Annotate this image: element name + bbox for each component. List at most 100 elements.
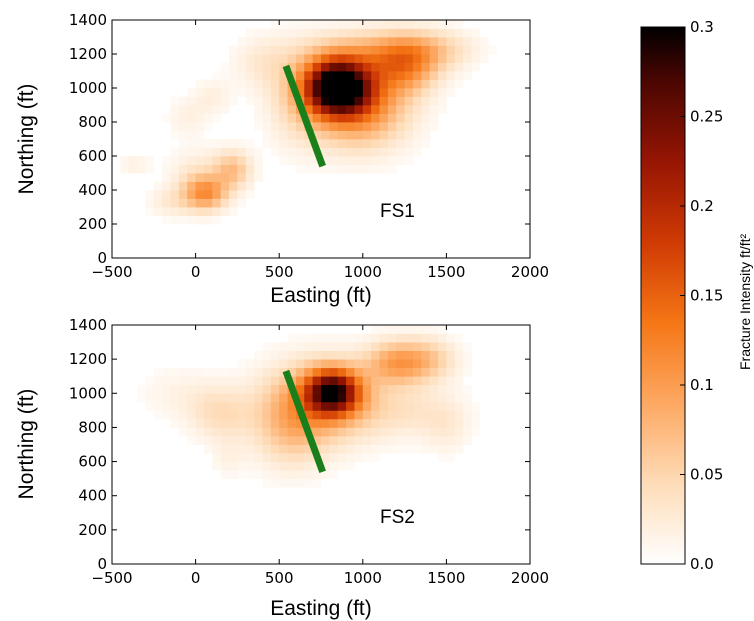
heatmap-cell — [304, 96, 314, 106]
panel-fs1: −500 0 500 1000 1500 200002004006008001000120… — [15, 11, 549, 307]
heatmap-cell — [354, 20, 364, 29]
heatmap-cell — [220, 435, 230, 445]
y-axis-label-fs1: Northing (ft) — [15, 84, 38, 195]
heatmap-cell — [321, 54, 330, 63]
heatmap-cell — [170, 156, 180, 165]
heatmap-cell — [337, 453, 347, 462]
heatmap-cell — [337, 164, 347, 174]
heatmap-cell — [371, 164, 380, 174]
heatmap-cell — [438, 45, 447, 55]
heatmap-cell — [412, 367, 422, 377]
heatmap-cell — [195, 401, 205, 411]
heatmap-cell — [337, 130, 347, 140]
heatmap-cell — [346, 453, 355, 462]
heatmap-cell — [454, 342, 464, 352]
heatmap-cell — [220, 453, 230, 462]
heatmap-cell — [412, 62, 422, 72]
heatmap-cell — [421, 96, 431, 106]
heatmap-cell — [396, 367, 405, 377]
heatmap-cell — [203, 164, 213, 174]
heatmap-cell — [312, 393, 322, 403]
heatmap-cell — [270, 401, 280, 411]
heatmap-cell — [304, 478, 314, 488]
heatmap-cell — [454, 367, 464, 377]
heatmap-cell — [446, 384, 456, 394]
heatmap-cell — [279, 350, 288, 360]
heatmap-cell — [371, 130, 380, 140]
heatmap-cell — [421, 79, 431, 89]
heatmap-cell — [463, 418, 472, 428]
heatmap-cell — [187, 367, 196, 377]
heatmap-cell — [178, 113, 188, 123]
heatmap-cell — [254, 71, 263, 80]
heatmap-cell — [203, 113, 213, 123]
heatmap-cell — [346, 156, 355, 165]
heatmap-cell — [412, 105, 422, 114]
heatmap-cell — [396, 20, 405, 29]
heatmap-cell — [178, 139, 188, 148]
heatmap-cell — [379, 28, 389, 38]
x-tick-label: 1000 — [344, 569, 382, 587]
heatmap-cell — [329, 427, 339, 437]
heatmap-cell — [404, 147, 414, 157]
heatmap-cell — [245, 359, 255, 369]
heatmap-cell — [220, 79, 230, 89]
heatmap-cell — [237, 359, 247, 369]
heatmap-cell — [454, 28, 464, 38]
heatmap-cell — [287, 410, 297, 420]
heatmap-cells-fs1 — [120, 20, 497, 225]
heatmap-cell — [229, 470, 238, 480]
heatmap-cell — [412, 325, 422, 334]
heatmap-cell — [229, 156, 238, 165]
colorbar-tick-label: 0.05 — [690, 466, 723, 484]
y-tick-label: 600 — [78, 147, 107, 165]
heatmap-cell — [346, 139, 355, 148]
heatmap-cell — [229, 164, 238, 174]
heatmap-cell — [362, 105, 372, 114]
heatmap-cell — [412, 342, 422, 352]
y-tick-label: 1000 — [69, 384, 107, 402]
heatmap-cell — [371, 105, 380, 114]
heatmap-cell — [312, 105, 322, 114]
heatmap-cell — [304, 470, 314, 480]
heatmap-cell — [362, 384, 372, 394]
heatmap-cell — [195, 410, 205, 420]
heatmap-cell — [203, 418, 213, 428]
heatmap-cell — [295, 139, 305, 148]
heatmap-cell — [270, 113, 280, 123]
heatmap-cell — [362, 359, 372, 369]
heatmap-cell — [229, 453, 238, 462]
heatmap-cell — [170, 173, 180, 182]
heatmap-cell — [387, 359, 397, 369]
heatmap-cell — [404, 393, 414, 403]
heatmap-cell — [387, 96, 397, 106]
heatmap-cell — [346, 28, 355, 38]
heatmap-cell — [371, 113, 380, 123]
heatmap-cell — [387, 350, 397, 360]
heatmap-cell — [187, 384, 196, 394]
heatmap-cell — [354, 156, 364, 165]
heatmap-cell — [446, 350, 456, 360]
heatmap-cell — [262, 478, 272, 488]
heatmap-cell — [429, 79, 439, 89]
heatmap-cell — [379, 164, 389, 174]
heatmap-cell — [262, 79, 272, 89]
heatmap-cell — [229, 393, 238, 403]
heatmap-cell — [312, 28, 322, 38]
heatmap-cell — [412, 444, 422, 454]
heatmap-cell — [396, 342, 405, 352]
heatmap-cell — [170, 147, 180, 157]
heatmap-cell — [187, 401, 196, 411]
heatmap-cell — [379, 45, 389, 55]
heatmap-cell — [262, 376, 272, 386]
panel-fs2: −500 0 500 1000 1500 200002004006008001000120… — [15, 316, 549, 620]
heatmap-cell — [312, 333, 322, 343]
heatmap-cell — [312, 45, 322, 55]
heatmap-cell — [387, 62, 397, 72]
heatmap-cell — [287, 37, 297, 46]
heatmap-cell — [404, 20, 414, 29]
y-tick-label: 0 — [97, 249, 107, 267]
heatmap-cell — [346, 147, 355, 157]
heatmap-cell — [203, 367, 213, 377]
heatmap-cell — [245, 79, 255, 89]
